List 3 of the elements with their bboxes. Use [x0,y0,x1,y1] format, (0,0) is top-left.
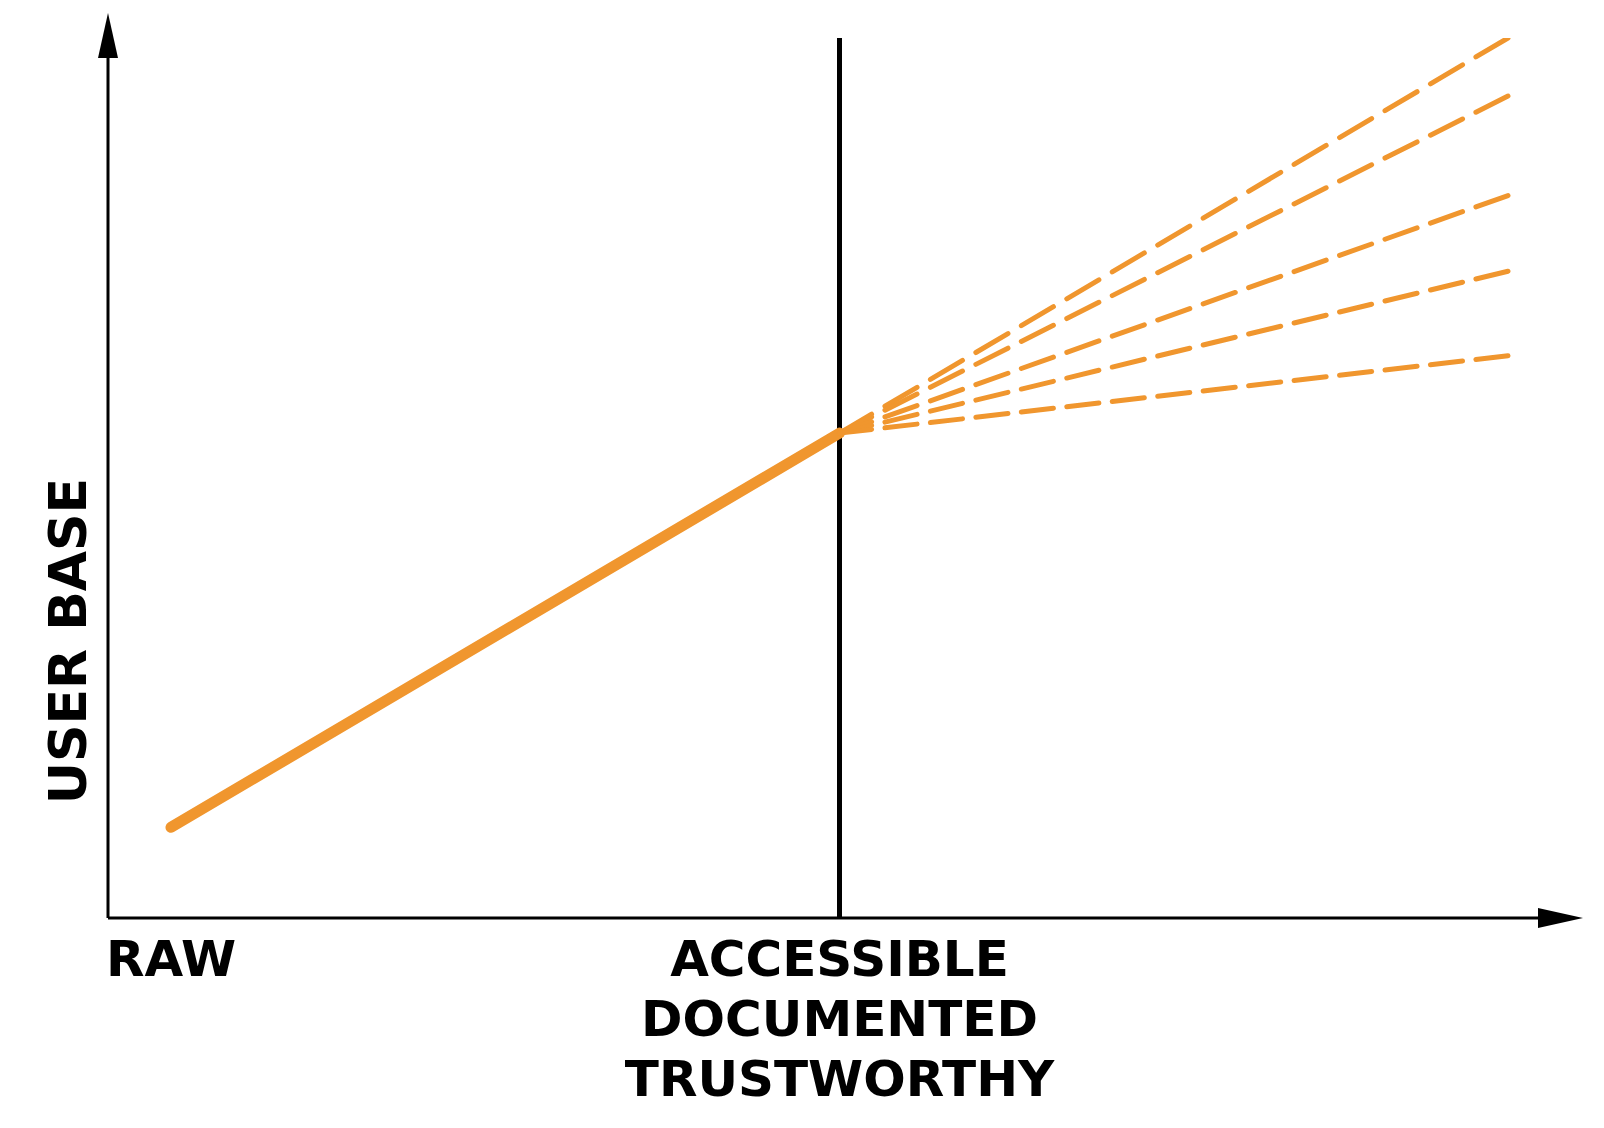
y-axis-title: USER BASE [38,478,99,805]
x-tick-label: RAW [105,930,237,988]
x-tick-label: ACCESSIBLE DOCUMENTED TRUSTWORTHY [624,930,1055,1108]
